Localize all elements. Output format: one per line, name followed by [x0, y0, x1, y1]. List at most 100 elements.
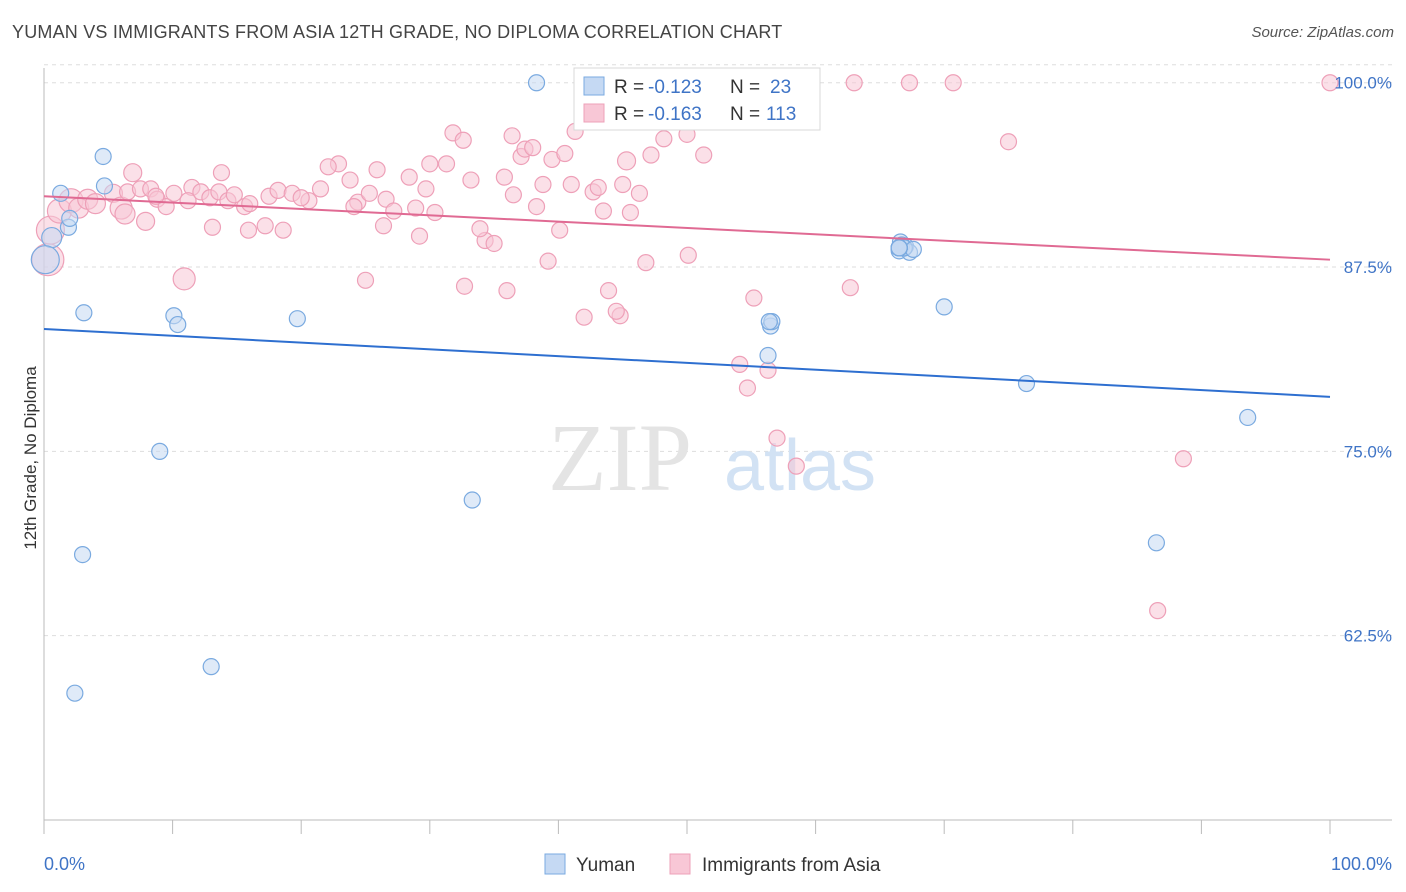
- data-points: [30, 74, 1339, 702]
- asia-point: [172, 267, 196, 291]
- yuman-point: [41, 226, 63, 249]
- asia-point: [407, 199, 425, 217]
- bottom-legend-swatch-asia: [669, 853, 691, 875]
- watermark: ZIP atlas: [548, 404, 876, 511]
- asia-point: [135, 211, 156, 231]
- asia-point: [454, 131, 472, 149]
- asia-point: [695, 146, 713, 164]
- asia-point: [1149, 602, 1167, 620]
- asia-point: [745, 289, 763, 307]
- yuman-point: [202, 658, 220, 676]
- asia-point: [455, 277, 474, 295]
- asia-point: [256, 217, 274, 235]
- legend-n-label: N =: [730, 104, 760, 125]
- asia-point: [123, 163, 143, 183]
- asia-point: [114, 203, 136, 225]
- watermark-zip: ZIP: [548, 404, 692, 511]
- asia-point: [241, 195, 259, 213]
- yuman-trend-line: [43, 327, 1331, 398]
- chart-title: YUMAN VS IMMIGRANTS FROM ASIA 12TH GRADE…: [12, 22, 783, 42]
- yuman-point: [759, 346, 777, 365]
- asia-point: [410, 227, 429, 245]
- yuman-point: [75, 304, 93, 322]
- asia-point: [1174, 450, 1192, 468]
- yuman-point: [904, 240, 922, 258]
- legend-swatch-asia: [583, 103, 605, 123]
- yuman-point: [890, 239, 908, 257]
- asia-point: [374, 217, 393, 235]
- yuman-point: [463, 491, 481, 509]
- yuman-point: [73, 545, 92, 564]
- legend-n-value: 23: [770, 77, 791, 98]
- asia-point: [589, 178, 607, 197]
- asia-point: [485, 234, 503, 253]
- asia-point: [421, 155, 439, 173]
- asia-point: [607, 302, 625, 320]
- asia-point: [944, 74, 962, 92]
- asia-point: [575, 308, 593, 326]
- yuman-point: [66, 684, 84, 702]
- asia-point: [621, 203, 640, 222]
- yuman-point: [94, 147, 112, 166]
- grid-lines: [44, 64, 1392, 637]
- chart-source: Source: ZipAtlas.com: [1251, 24, 1394, 41]
- yuman-point: [1239, 408, 1257, 427]
- trend-lines: [43, 195, 1331, 398]
- yuman-point: [52, 184, 70, 202]
- asia-point: [471, 220, 489, 238]
- asia-point: [562, 175, 580, 194]
- asia-point: [1321, 74, 1339, 92]
- asia-point: [356, 271, 375, 289]
- asia-point: [368, 161, 386, 179]
- legend-r-value: -0.163: [648, 104, 702, 125]
- bottom-legend-swatch-yuman: [544, 853, 566, 875]
- asia-point: [630, 184, 649, 202]
- asia-point: [527, 198, 546, 216]
- asia-point: [165, 184, 183, 202]
- y-tick-label: 100.0%: [1334, 74, 1392, 93]
- asia-point: [841, 279, 859, 297]
- asia-point: [524, 139, 542, 157]
- asia-point: [551, 221, 569, 239]
- asia-point: [599, 282, 618, 300]
- asia-point: [212, 164, 231, 182]
- asia-point: [900, 74, 919, 92]
- asia-point: [768, 429, 786, 447]
- bottom-legend-asia: Immigrants from Asia: [702, 855, 881, 876]
- series-legend: Yuman Immigrants from Asia: [544, 853, 881, 876]
- asia-point: [556, 144, 574, 163]
- asia-point: [731, 355, 749, 373]
- asia-point: [225, 186, 243, 204]
- asia-point: [759, 361, 777, 379]
- asia-point: [84, 193, 107, 215]
- asia-point: [642, 146, 660, 164]
- asia-point: [787, 457, 805, 475]
- yuman-point: [760, 313, 778, 331]
- x-tick-label: 100.0%: [1331, 854, 1392, 874]
- asia-point: [385, 202, 403, 220]
- legend-n-label: N =: [730, 77, 760, 98]
- asia-point: [738, 379, 757, 397]
- yuman-point: [61, 209, 79, 227]
- asia-point: [341, 171, 359, 189]
- asia-point: [614, 175, 632, 194]
- asia-point: [274, 221, 292, 239]
- asia-point: [534, 175, 552, 194]
- asia-point: [539, 252, 557, 270]
- yuman-point: [527, 74, 546, 92]
- asia-point: [999, 133, 1018, 151]
- x-tick-label: 0.0%: [44, 854, 85, 874]
- asia-point: [147, 187, 165, 205]
- asia-point: [417, 180, 435, 198]
- yuman-point: [1147, 534, 1165, 552]
- yuman-point: [151, 442, 169, 460]
- asia-point: [426, 203, 444, 222]
- y-tick-label: 62.5%: [1344, 627, 1392, 646]
- asia-trend-line: [43, 195, 1331, 261]
- asia-point: [360, 184, 378, 202]
- asia-point: [594, 202, 613, 220]
- y-axis-label: 12th Grade, No Diploma: [21, 366, 40, 550]
- yuman-point: [169, 315, 187, 334]
- y-tick-label: 87.5%: [1344, 258, 1392, 277]
